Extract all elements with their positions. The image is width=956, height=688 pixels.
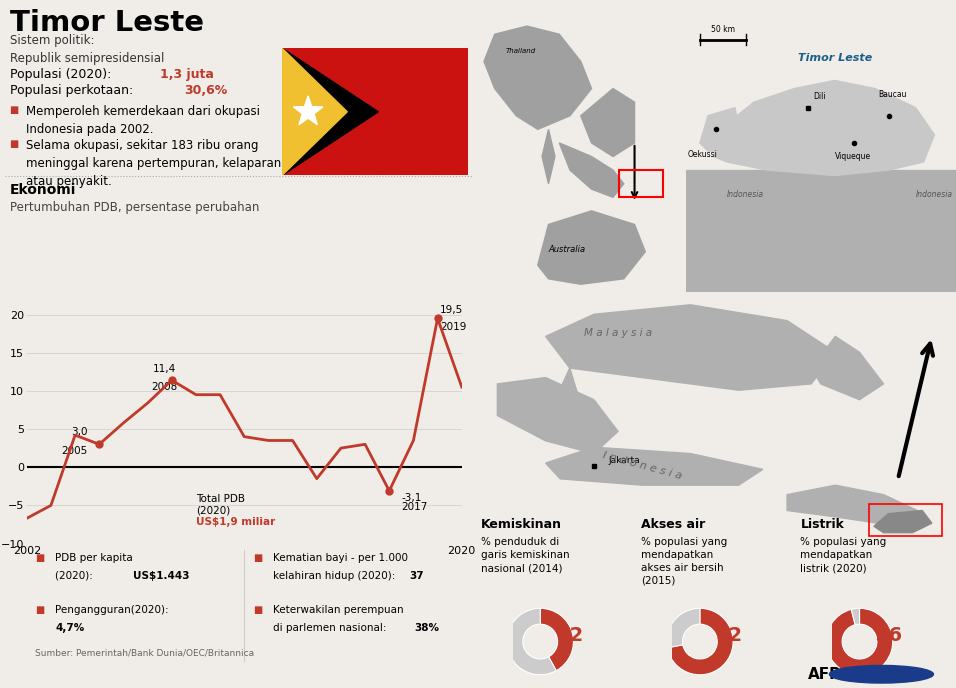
Text: 1,3 juta: 1,3 juta <box>161 68 214 81</box>
Polygon shape <box>559 143 623 197</box>
Wedge shape <box>667 608 733 675</box>
Text: Indonesia: Indonesia <box>727 191 764 200</box>
Text: US$1.443: US$1.443 <box>133 571 190 581</box>
Polygon shape <box>787 485 918 526</box>
Text: 4,7%: 4,7% <box>55 623 84 633</box>
Text: 2017: 2017 <box>402 502 427 513</box>
Text: 37: 37 <box>409 571 424 581</box>
Text: ■: ■ <box>35 553 45 563</box>
Text: I n d o n e s i a: I n d o n e s i a <box>601 450 683 481</box>
Polygon shape <box>293 96 323 125</box>
Text: ■: ■ <box>10 105 19 116</box>
Text: ■: ■ <box>10 139 19 149</box>
Polygon shape <box>546 447 763 485</box>
Text: ■: ■ <box>253 553 262 563</box>
Text: 11,4: 11,4 <box>153 364 176 374</box>
Text: 2019: 2019 <box>440 322 467 332</box>
Wedge shape <box>666 608 700 648</box>
Text: (2020):: (2020): <box>55 571 97 581</box>
Text: Total PDB: Total PDB <box>196 494 245 504</box>
Text: % penduduk di
garis kemiskinan
nasional (2014): % penduduk di garis kemiskinan nasional … <box>481 537 570 573</box>
Text: Ekonomi: Ekonomi <box>10 182 76 197</box>
Text: Pengangguran(2020):: Pengangguran(2020): <box>55 605 168 616</box>
Bar <box>869 504 942 536</box>
Text: (2020): (2020) <box>196 506 230 515</box>
Text: Akses air: Akses air <box>641 518 705 530</box>
Text: -3,1: -3,1 <box>402 493 422 503</box>
Text: M a l a y s i a: M a l a y s i a <box>584 328 652 338</box>
Text: 30,6%: 30,6% <box>184 83 228 96</box>
Text: Selama okupasi, sekitar 183 ribu orang
meninggal karena pertempuran, kelaparan,
: Selama okupasi, sekitar 183 ribu orang m… <box>27 139 285 189</box>
Text: 2005: 2005 <box>61 446 87 456</box>
Polygon shape <box>497 378 618 453</box>
Text: Indonesia: Indonesia <box>916 191 952 200</box>
Text: Listrik: Listrik <box>800 518 844 530</box>
Wedge shape <box>826 608 893 675</box>
Text: 96: 96 <box>876 625 902 645</box>
Text: 3,0: 3,0 <box>71 427 87 437</box>
Text: 72: 72 <box>716 625 743 645</box>
Text: AFP: AFP <box>808 667 840 682</box>
Polygon shape <box>484 26 592 129</box>
Polygon shape <box>546 305 836 390</box>
Text: 2008: 2008 <box>151 383 178 392</box>
Text: 50 km: 50 km <box>711 25 735 34</box>
Text: Populasi (2020):: Populasi (2020): <box>10 68 115 81</box>
Text: kelahiran hidup (2020):: kelahiran hidup (2020): <box>272 571 398 581</box>
Text: Australia: Australia <box>549 245 586 254</box>
Text: Pertumbuhan PDB, persentase perubahan: Pertumbuhan PDB, persentase perubahan <box>10 201 259 214</box>
Polygon shape <box>555 368 579 431</box>
Polygon shape <box>713 80 934 175</box>
Text: Oekussi: Oekussi <box>687 149 718 158</box>
Text: Populasi perkotaan:: Populasi perkotaan: <box>10 83 137 96</box>
Polygon shape <box>542 129 554 184</box>
Text: 42: 42 <box>555 625 583 645</box>
Text: Viqueque: Viqueque <box>835 152 871 161</box>
Polygon shape <box>811 336 883 400</box>
Text: Timor Leste: Timor Leste <box>10 10 204 37</box>
Polygon shape <box>282 48 347 175</box>
Text: 38%: 38% <box>414 623 439 633</box>
Text: Timor Leste: Timor Leste <box>797 54 872 63</box>
Text: 19,5: 19,5 <box>440 305 464 314</box>
Text: Memperoleh kemerdekaan dari okupasi
Indonesia pada 2002.: Memperoleh kemerdekaan dari okupasi Indo… <box>27 105 260 136</box>
Polygon shape <box>874 510 932 533</box>
Text: Thailand: Thailand <box>506 48 535 54</box>
Text: US$1,9 miliar: US$1,9 miliar <box>196 517 275 527</box>
Text: di parlemen nasional:: di parlemen nasional: <box>272 623 389 633</box>
Bar <box>686 170 956 292</box>
Text: Baucau: Baucau <box>878 89 906 99</box>
Text: ■: ■ <box>253 605 262 616</box>
Text: Sumber: Pemerintah/Bank Dunia/OEC/Britannica: Sumber: Pemerintah/Bank Dunia/OEC/Britan… <box>35 649 254 658</box>
Text: % populasi yang
mendapatkan
listrik (2020): % populasi yang mendapatkan listrik (202… <box>800 537 886 573</box>
Polygon shape <box>580 89 635 157</box>
Text: % populasi yang
mendapatkan
akses air bersih
(2015): % populasi yang mendapatkan akses air be… <box>641 537 727 586</box>
Wedge shape <box>851 608 859 625</box>
Text: Dili: Dili <box>814 92 826 101</box>
Polygon shape <box>537 211 645 284</box>
Polygon shape <box>700 107 740 151</box>
Text: Kemiskinan: Kemiskinan <box>481 518 562 530</box>
Wedge shape <box>540 608 574 671</box>
Text: Kematian bayi - per 1.000: Kematian bayi - per 1.000 <box>272 553 407 563</box>
Text: Sistem politik:
Republik semipresidensial: Sistem politik: Republik semipresidensia… <box>10 34 163 65</box>
Text: ■: ■ <box>35 605 45 616</box>
Bar <box>619 170 663 197</box>
Polygon shape <box>282 48 379 175</box>
Text: Jakarta: Jakarta <box>608 456 640 465</box>
Circle shape <box>830 665 933 683</box>
Text: Keterwakilan perempuan: Keterwakilan perempuan <box>272 605 403 616</box>
Text: PDB per kapita: PDB per kapita <box>55 553 133 563</box>
Wedge shape <box>507 608 556 675</box>
